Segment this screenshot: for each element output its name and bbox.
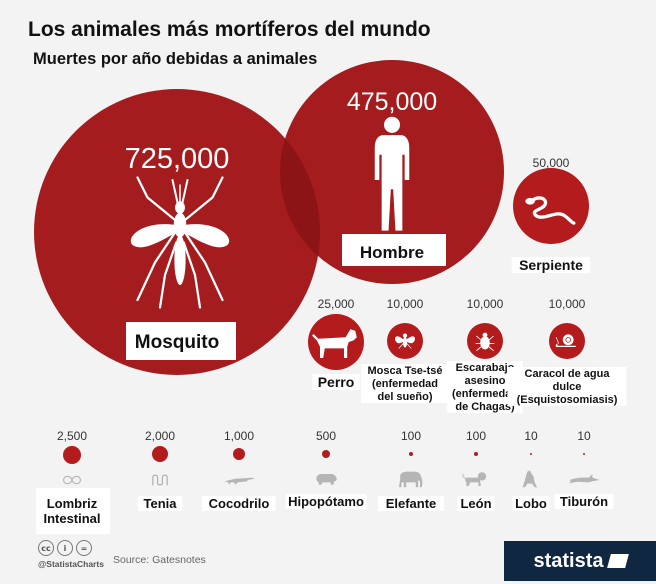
crocodile-icon: [224, 477, 255, 485]
label-cocodrilo-line1: Cocodrilo: [209, 496, 270, 511]
label-caracol-de-agua-dulce-esquistosomiasis-line1: Caracol de agua: [525, 368, 611, 380]
label-box-hombre: [342, 234, 446, 266]
elephant-icon: [399, 471, 423, 488]
bubble-lobo: [530, 453, 532, 455]
beetle-icon: [475, 332, 495, 352]
value-label-hipopotamo: 500: [316, 429, 336, 443]
value-label-serpiente: 50,000: [533, 156, 570, 170]
value-label-escarabajo-asesino-enfermedad-de-chagas: 10,000: [467, 297, 504, 311]
label-serpiente-line1: Serpiente: [519, 257, 583, 273]
label-bg-mosca-tse-tse-enfermedad-del-sueno: [360, 390, 450, 403]
label-bg-perro: [312, 374, 360, 390]
label-bg-elefante: [377, 496, 445, 511]
snake-icon: [525, 196, 576, 225]
dog-icon: [312, 329, 357, 358]
chart-title: Los animales más mortíferos del mundo: [28, 18, 431, 41]
bubble-leon: [474, 452, 478, 456]
value-label-tiburon: 10: [577, 429, 591, 443]
snail-icon: [555, 334, 576, 347]
bubble-serpiente: [513, 168, 589, 244]
label-bg-caracol-de-agua-dulce-esquistosomiasis: [507, 380, 627, 393]
roundworm-icon: [62, 475, 82, 485]
label-bg-tenia: [137, 496, 183, 511]
value-label-mosca-tse-tse-enfermedad-del-sueno: 10,000: [387, 297, 424, 311]
value-label-tenia: 2,000: [145, 429, 175, 443]
label-bg-escarabajo-asesino-enfermedad-de-chagas: [447, 387, 523, 400]
chart-subtitle: Muertes por año debidas a animales: [33, 50, 318, 68]
source-note: Source: Gatesnotes: [113, 554, 206, 566]
bubble-chart: 725,000 Mosquito 475,000 Hombre 50,000 Serpie…: [34, 60, 627, 534]
label-bg-serpiente: [511, 257, 591, 273]
label-mosquito-line1: Mosquito: [135, 332, 219, 353]
lion-icon: [462, 472, 487, 486]
label-bg-escarabajo-asesino-enfermedad-de-chagas: [447, 361, 523, 374]
value-label-caracol-de-agua-dulce-esquistosomiasis: 10,000: [549, 297, 586, 311]
label-escarabajo-asesino-enfermedad-de-chagas-line1: Escarabajo: [456, 362, 515, 374]
brand-mark-icon: [606, 554, 629, 568]
human-icon: [374, 116, 410, 231]
value-label-hombre: 475,000: [347, 88, 437, 116]
label-perro-line1: Perro: [318, 374, 355, 390]
value-label-lobo: 10: [524, 429, 538, 443]
label-tiburon-line1: Tiburón: [560, 494, 608, 509]
label-box-mosquito: [126, 322, 236, 360]
label-lombriz-intestinal-line1: Lombriz: [47, 496, 98, 511]
social-handle: @StatistaCharts: [38, 559, 104, 569]
label-bg-hipopotamo: [285, 494, 367, 509]
brand-name: statista: [533, 549, 604, 572]
wolf-icon: [522, 470, 537, 488]
value-label-lombriz-intestinal: 2,500: [57, 429, 87, 443]
label-bg-cocodrilo: [202, 496, 276, 511]
bubble-tiburon: [583, 453, 585, 455]
bubble-tenia: [152, 446, 168, 462]
label-mosca-tse-tse-enfermedad-del-sueno-line1: Mosca Tse-tsé: [368, 365, 443, 377]
label-tenia-line1: Tenia: [144, 496, 178, 511]
value-label-cocodrilo: 1,000: [224, 429, 254, 443]
label-escarabajo-asesino-enfermedad-de-chagas-line4: de Chagas): [455, 401, 515, 413]
creative-commons-icon: cc: [38, 540, 54, 556]
bubble-cocodrilo: [233, 448, 245, 460]
label-escarabajo-asesino-enfermedad-de-chagas-line2: asesino: [465, 375, 506, 387]
label-hipopotamo-line1: Hipopótamo: [288, 494, 364, 509]
label-bg-mosca-tse-tse-enfermedad-del-sueno: [360, 364, 450, 377]
label-leon-line1: León: [460, 496, 491, 511]
label-mosca-tse-tse-enfermedad-del-sueno-line3: del sueño): [377, 391, 432, 403]
attribution-icon: i: [57, 540, 73, 556]
footer: cc i = @StatistaCharts Source: Gatesnote…: [0, 540, 656, 584]
label-caracol-de-agua-dulce-esquistosomiasis-line3: (Esquistosomiasis): [517, 394, 618, 406]
value-label-mosquito: 725,000: [125, 143, 230, 175]
value-label-leon: 100: [466, 429, 486, 443]
label-bg-tiburon: [554, 494, 614, 509]
label-box-lombriz-intestinal: [36, 488, 110, 534]
label-bg-escarabajo-asesino-enfermedad-de-chagas: [447, 400, 523, 413]
label-escarabajo-asesino-enfermedad-de-chagas-line3: (enfermedad: [452, 388, 518, 400]
label-bg-leon: [457, 496, 495, 511]
label-bg-lobo: [512, 496, 550, 511]
tapeworm-icon: [152, 474, 168, 486]
bubble-hipopotamo: [322, 450, 330, 458]
value-label-elefante: 100: [401, 429, 421, 443]
label-hombre-line1: Hombre: [360, 243, 424, 262]
label-bg-escarabajo-asesino-enfermedad-de-chagas: [447, 374, 523, 387]
bubble-elefante: [409, 452, 413, 456]
mosquito-icon: [130, 176, 230, 309]
label-bg-caracol-de-agua-dulce-esquistosomiasis: [507, 393, 627, 406]
label-bg-caracol-de-agua-dulce-esquistosomiasis: [507, 367, 627, 380]
fly-icon: [394, 333, 416, 349]
brand-logo: statista: [504, 541, 656, 581]
label-mosca-tse-tse-enfermedad-del-sueno-line2: (enfermedad: [372, 378, 438, 390]
label-bg-mosca-tse-tse-enfermedad-del-sueno: [360, 377, 450, 390]
bubble-lombriz-intestinal: [63, 446, 81, 464]
label-lobo-line1: Lobo: [515, 496, 547, 511]
shark-icon: [569, 474, 600, 484]
license-icons: cc i =: [38, 540, 92, 556]
label-elefante-line1: Elefante: [386, 496, 437, 511]
hippo-icon: [316, 474, 337, 485]
no-derivatives-icon: =: [76, 540, 92, 556]
value-label-perro: 25,000: [318, 297, 355, 311]
label-caracol-de-agua-dulce-esquistosomiasis-line2: dulce: [553, 381, 582, 393]
label-lombriz-intestinal-line2: Intestinal: [43, 511, 100, 526]
